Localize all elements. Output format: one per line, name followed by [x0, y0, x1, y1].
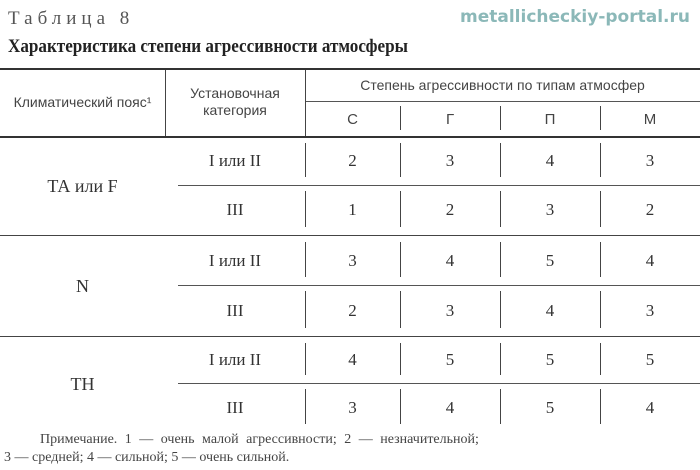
- header-type: С: [347, 111, 358, 128]
- category-cell: I или II: [208, 250, 262, 270]
- note-line-2: 3 — средней; 4 — сильной; 5 — очень силь…: [4, 450, 290, 465]
- value-cell: 2: [348, 300, 357, 320]
- col-divider: [305, 242, 306, 277]
- col-divider: [400, 143, 401, 177]
- subrow-rule: [178, 285, 700, 286]
- value-cell: 5: [545, 350, 555, 369]
- value-cell: 2: [445, 200, 455, 219]
- zone-cell: TH: [70, 374, 95, 394]
- category-cell: III: [226, 200, 244, 219]
- note-line-1: Примечание. 1 — очень малой агрессивност…: [40, 432, 479, 447]
- watermark-line-2: -portal.ru: [598, 7, 690, 27]
- col-divider: [400, 106, 401, 130]
- header-type: Г: [445, 111, 455, 128]
- category-cell: III: [226, 300, 244, 320]
- col-divider: [500, 106, 501, 130]
- subrow-rule: [178, 185, 700, 186]
- top-rule: [0, 68, 700, 70]
- header-degree: Степень агрессивности по типам атмосфер: [360, 77, 645, 93]
- col-divider: [400, 242, 401, 277]
- category-cell: III: [226, 397, 244, 417]
- col-divider: [600, 343, 601, 375]
- value-cell: 4: [645, 397, 655, 417]
- header-category: Установочная категория: [190, 85, 280, 118]
- col-divider: [305, 143, 306, 177]
- value-cell: 4: [545, 151, 555, 170]
- value-cell: 1: [348, 200, 357, 219]
- value-cell: 3: [445, 151, 455, 170]
- value-cell: 4: [445, 250, 455, 270]
- value-cell: 5: [545, 397, 555, 417]
- zone-cell: N: [76, 275, 89, 296]
- col-divider: [500, 343, 501, 375]
- value-cell: 3: [645, 300, 655, 320]
- subrow-rule: [178, 383, 700, 384]
- watermark: metallicheckiy -portal.ru: [460, 6, 690, 28]
- col-divider: [400, 191, 401, 227]
- value-cell: 5: [645, 350, 655, 369]
- col-divider: [400, 343, 401, 375]
- col-divider: [400, 291, 401, 328]
- category-cell: I или II: [208, 350, 262, 369]
- value-cell: 3: [348, 250, 357, 270]
- col-divider: [600, 389, 601, 424]
- col-divider: [600, 242, 601, 277]
- value-cell: 4: [445, 397, 455, 417]
- table-title: Характеристика степени агрессивности атм…: [8, 36, 408, 57]
- col-divider: [500, 143, 501, 177]
- group-rule: [0, 336, 700, 337]
- col-divider: [500, 389, 501, 424]
- category-cell: I или II: [208, 151, 262, 170]
- col-divider: [305, 343, 306, 375]
- header-zone: Климатический пояс¹: [13, 93, 152, 110]
- col-divider: [500, 242, 501, 277]
- value-cell: 4: [545, 300, 555, 320]
- value-cell: 2: [348, 151, 357, 170]
- col-divider: [165, 70, 166, 136]
- zone-cell: ТА или F: [47, 175, 118, 196]
- watermark-line-1: metallicheckiy: [460, 7, 599, 27]
- col-divider: [305, 191, 306, 227]
- col-divider: [500, 291, 501, 328]
- value-cell: 5: [545, 250, 555, 270]
- group-rule: [0, 235, 700, 236]
- col-divider: [400, 389, 401, 424]
- col-divider: [600, 191, 601, 227]
- header-bottom-rule: [0, 136, 700, 138]
- value-cell: 3: [348, 397, 357, 417]
- col-divider: [305, 291, 306, 328]
- header-type: М: [643, 111, 657, 128]
- col-divider: [305, 70, 306, 136]
- value-cell: 4: [645, 250, 655, 270]
- value-cell: 2: [645, 200, 655, 219]
- value-cell: 3: [545, 200, 555, 219]
- col-divider: [500, 191, 501, 227]
- col-divider: [305, 389, 306, 424]
- col-divider: [600, 106, 601, 130]
- header-type: П: [544, 111, 556, 128]
- table-caption: Таблица 8: [8, 8, 135, 29]
- col-divider: [600, 143, 601, 177]
- value-cell: 5: [445, 350, 455, 369]
- header-split-rule: [305, 101, 700, 102]
- value-cell: 3: [645, 151, 655, 170]
- value-cell: 3: [445, 300, 455, 320]
- value-cell: 4: [348, 350, 357, 369]
- col-divider: [600, 291, 601, 328]
